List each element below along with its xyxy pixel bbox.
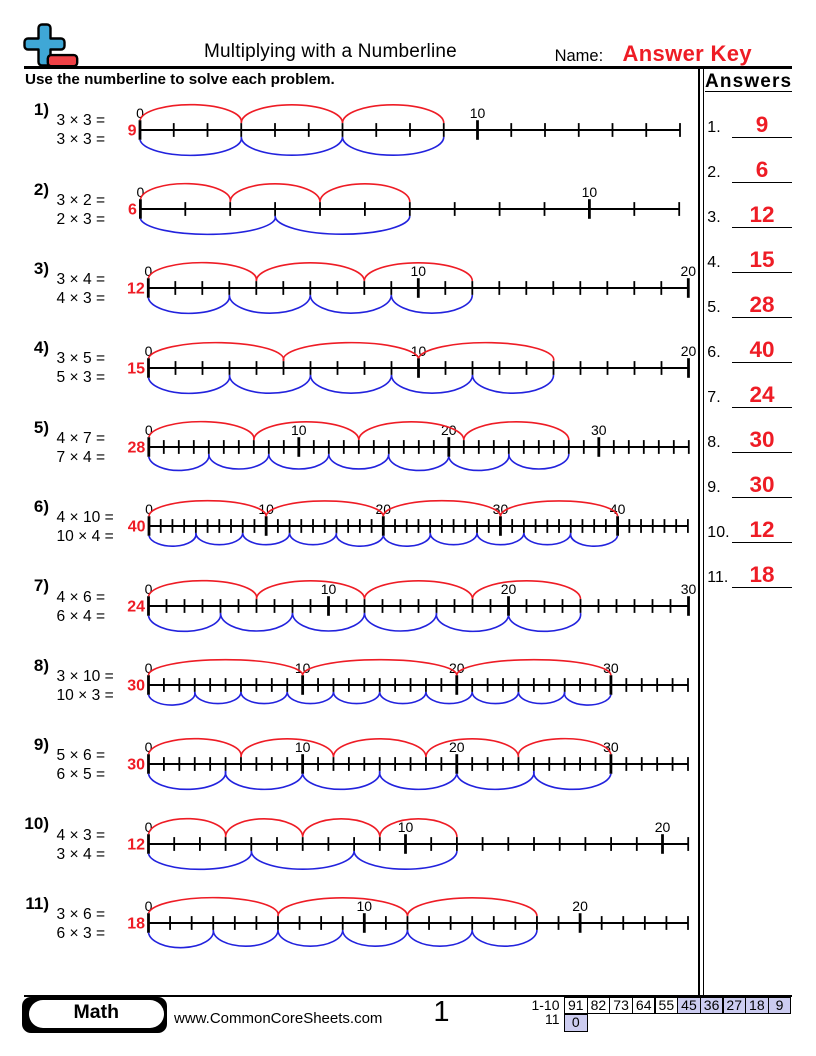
svg-text:40: 40 bbox=[610, 501, 626, 517]
svg-text:10: 10 bbox=[258, 501, 274, 517]
svg-text:20: 20 bbox=[572, 898, 588, 914]
svg-text:0: 0 bbox=[144, 263, 152, 279]
svg-text:15: 15 bbox=[127, 360, 145, 377]
svg-text:0: 0 bbox=[145, 422, 153, 438]
svg-text:20: 20 bbox=[376, 501, 392, 517]
svg-text:0: 0 bbox=[145, 660, 153, 676]
svg-text:12: 12 bbox=[127, 281, 145, 298]
svg-text:24: 24 bbox=[127, 598, 145, 615]
svg-text:0: 0 bbox=[145, 581, 153, 597]
svg-text:40: 40 bbox=[128, 519, 146, 536]
svg-text:20: 20 bbox=[449, 739, 465, 755]
svg-text:0: 0 bbox=[145, 819, 153, 835]
svg-text:30: 30 bbox=[493, 501, 509, 517]
svg-text:30: 30 bbox=[591, 422, 607, 438]
svg-text:10: 10 bbox=[411, 263, 427, 279]
svg-text:0: 0 bbox=[145, 343, 153, 359]
svg-text:30: 30 bbox=[127, 677, 145, 694]
svg-text:0: 0 bbox=[137, 184, 145, 200]
svg-text:20: 20 bbox=[681, 263, 697, 279]
svg-text:30: 30 bbox=[681, 581, 697, 597]
svg-text:10: 10 bbox=[291, 422, 307, 438]
svg-text:9: 9 bbox=[128, 122, 137, 139]
svg-text:30: 30 bbox=[603, 660, 619, 676]
svg-text:0: 0 bbox=[145, 501, 153, 517]
svg-text:10: 10 bbox=[321, 581, 337, 597]
svg-text:20: 20 bbox=[501, 581, 517, 597]
svg-text:20: 20 bbox=[655, 819, 671, 835]
svg-text:0: 0 bbox=[145, 739, 153, 755]
svg-text:12: 12 bbox=[127, 836, 145, 853]
svg-text:10: 10 bbox=[411, 343, 427, 359]
svg-text:10: 10 bbox=[357, 898, 373, 914]
svg-text:10: 10 bbox=[295, 739, 311, 755]
svg-text:10: 10 bbox=[582, 184, 598, 200]
svg-text:20: 20 bbox=[449, 660, 465, 676]
svg-text:10: 10 bbox=[295, 660, 311, 676]
svg-text:18: 18 bbox=[127, 915, 145, 932]
svg-text:30: 30 bbox=[127, 757, 145, 774]
svg-text:10: 10 bbox=[470, 105, 486, 121]
svg-text:10: 10 bbox=[398, 819, 414, 835]
svg-text:0: 0 bbox=[136, 105, 144, 121]
svg-text:6: 6 bbox=[128, 201, 137, 218]
svg-text:28: 28 bbox=[128, 439, 146, 456]
svg-text:0: 0 bbox=[145, 898, 153, 914]
svg-text:20: 20 bbox=[681, 343, 697, 359]
svg-text:30: 30 bbox=[603, 739, 619, 755]
